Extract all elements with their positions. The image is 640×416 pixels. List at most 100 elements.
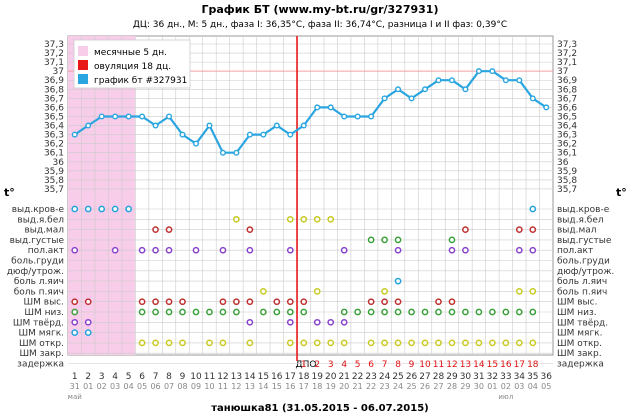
annotation-marker [165, 226, 173, 233]
date-label: 02 [501, 382, 511, 391]
y-tick-label-right: 36,3 [557, 131, 577, 141]
day-number: 8 [166, 372, 172, 382]
annotation-marker [340, 318, 348, 326]
date-label: 30 [474, 382, 484, 391]
annotation-marker [435, 298, 442, 306]
annotation-marker [192, 308, 200, 316]
annotation-marker [529, 246, 537, 254]
annotation-row-label-right: ШМ выс. [557, 298, 597, 308]
annotation-row-label-right: дюф/утрож. [557, 267, 614, 277]
date-label: 31 [70, 382, 80, 391]
bbt-point [341, 113, 348, 120]
annotation-marker [300, 308, 308, 316]
date-label: 22 [366, 382, 376, 391]
annotation-marker [515, 308, 523, 316]
annotation-marker [354, 308, 362, 316]
annotation-marker [152, 246, 159, 254]
annotation-marker [327, 318, 335, 326]
annotation-marker [367, 236, 375, 244]
bbt-point [395, 86, 402, 93]
dpo-number: 2 [314, 360, 320, 370]
annotation-marker [286, 318, 294, 326]
annotation-marker [394, 277, 402, 285]
annotation-row-label-left: ШМ закр. [19, 349, 64, 359]
annotation-marker [327, 215, 335, 223]
annotation-marker [475, 308, 483, 316]
annotation-row-label-left: боль.груди [11, 257, 64, 267]
annotation-row-label-left: дюф/утрож. [7, 267, 64, 277]
annotation-marker [286, 246, 294, 254]
annotation-marker [529, 339, 537, 347]
chart-title: График БТ (www.my-bt.ru/gr/327931) [202, 3, 439, 16]
y-tick-label-left: 37,1 [44, 58, 64, 68]
annotation-marker [84, 205, 92, 213]
dpo-number: 13 [460, 360, 471, 370]
month-label: май [68, 393, 82, 401]
day-number: 18 [298, 372, 310, 382]
annotation-marker [273, 298, 281, 306]
day-number: 4 [112, 372, 118, 382]
bbt-point [543, 104, 550, 111]
y-tick-label-left: 36,2 [44, 140, 64, 150]
day-number: 13 [231, 372, 242, 382]
date-label: 01 [83, 382, 93, 391]
annotation-row-label-right: задержка [557, 360, 604, 370]
dpo-number: 8 [395, 360, 401, 370]
annotation-marker [206, 339, 213, 347]
annotation-marker [408, 339, 415, 347]
y-tick-label-right: 36 [557, 158, 569, 168]
y-tick-label-right: 36,1 [557, 149, 577, 159]
dpo-number: 15 [487, 360, 498, 370]
annotation-marker [313, 318, 321, 326]
annotation-marker [179, 339, 186, 347]
day-number: 35 [527, 372, 538, 382]
date-label: 15 [272, 382, 282, 391]
dpo-label: ДПО [296, 360, 317, 370]
day-number: 25 [392, 372, 403, 382]
bbt-point [408, 95, 415, 102]
annotation-row-label-left: боль п.яич [14, 287, 64, 297]
date-label: 04 [528, 382, 538, 391]
annotation-row-label-left: ШМ твёрд. [13, 318, 64, 328]
bbt-point [179, 131, 186, 138]
annotation-marker [462, 308, 469, 316]
date-label: 11 [218, 382, 228, 391]
bbt-point [112, 113, 119, 120]
day-number: 36 [541, 372, 553, 382]
legend-swatch [78, 74, 88, 84]
annotation-marker [489, 308, 496, 316]
day-number: 10 [190, 372, 202, 382]
annotation-marker [138, 246, 146, 254]
y-tick-label-left: 37,2 [44, 49, 64, 59]
day-number: 21 [338, 372, 349, 382]
annotation-marker [71, 308, 79, 316]
annotation-marker [219, 298, 227, 306]
dpo-number: 7 [382, 360, 388, 370]
day-number: 20 [325, 372, 337, 382]
annotation-marker [313, 339, 321, 347]
annotation-marker [394, 339, 402, 347]
day-number: 2 [85, 372, 91, 382]
bbt-point [219, 149, 226, 156]
y-tick-label-right: 36,9 [557, 76, 577, 86]
y-tick-label-left: 37,3 [44, 40, 64, 50]
date-label: 03 [110, 382, 120, 391]
annotation-row-label-right: ШМ закр. [557, 349, 602, 359]
annotation-marker [502, 308, 510, 316]
annotation-marker [515, 246, 523, 254]
annotation-marker [448, 339, 456, 347]
date-label: 12 [231, 382, 241, 391]
annotation-marker [529, 205, 537, 213]
bbt-point [462, 86, 469, 93]
annotation-marker [475, 339, 483, 347]
y-tick-label-left: 36,3 [44, 131, 64, 141]
annotation-marker [462, 339, 469, 347]
bbt-point [233, 149, 240, 156]
day-number: 16 [271, 372, 283, 382]
annotation-marker [435, 339, 442, 347]
day-number: 26 [406, 372, 418, 382]
annotation-row-label-right: выд.я.бел [557, 215, 604, 225]
annotation-marker [71, 205, 79, 213]
dpo-number: 16 [500, 360, 512, 370]
day-number: 34 [514, 372, 526, 382]
